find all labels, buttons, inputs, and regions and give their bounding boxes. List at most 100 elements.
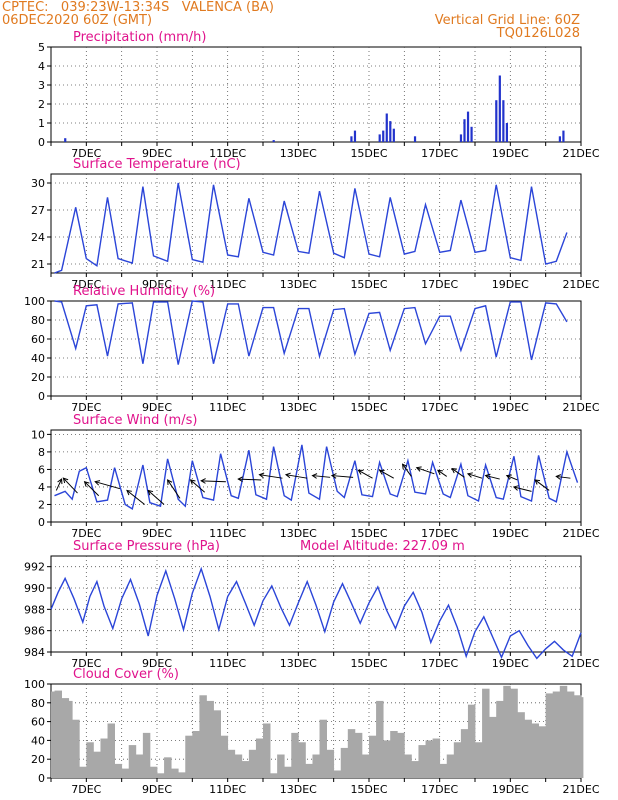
x-tick-label: 17DEC [421, 783, 458, 796]
y-tick-label: 80 [31, 697, 45, 710]
cloud-cover-bar [333, 770, 342, 778]
cloud-cover-bar [475, 742, 483, 778]
y-tick-label: 3 [38, 79, 45, 92]
wind-arrow-shaft [485, 475, 500, 480]
wind-arrow-shaft [55, 478, 63, 491]
y-tick-label: 40 [31, 352, 45, 365]
cloud-cover-bar [93, 751, 101, 778]
wind-arrow-head [189, 479, 196, 485]
y-tick-label: 40 [31, 734, 45, 747]
wind-arrow-head [451, 467, 458, 474]
cloud-cover-bar [581, 697, 584, 778]
cloud-cover-bar [54, 690, 62, 778]
x-tick-label: 9DEC [142, 147, 172, 160]
y-tick-label: 984 [24, 646, 45, 659]
cloud-cover-bar [142, 732, 151, 778]
x-tick-label: 19DEC [492, 147, 529, 160]
cloud-cover-bar [206, 700, 214, 778]
y-tick-label: 5 [38, 41, 45, 54]
cloud-cover-bar [128, 745, 137, 778]
panel-frame [50, 46, 582, 143]
precip-bar [353, 130, 357, 142]
wind-arrow-shaft [167, 479, 181, 499]
cloud-cover-bar [199, 695, 207, 778]
cloud-cover-bar [319, 719, 327, 778]
wind-arrow-head [401, 463, 408, 470]
precip-bar [502, 100, 505, 142]
wind-arrow-shaft [84, 481, 100, 497]
y-tick-label: 30 [31, 177, 45, 190]
wind-arrow-shaft [201, 480, 226, 483]
panel-3: Relative Humidity (%) 0 20 40 60 80 100 7DEC 9DE… [24, 284, 600, 414]
cloud-cover-bar [220, 735, 229, 778]
panel-title: Cloud Cover (%) [73, 667, 179, 682]
precip-bar [463, 119, 466, 142]
x-tick-label: 11DEC [209, 783, 246, 796]
cloud-cover-bar [482, 688, 490, 778]
panel-frame [50, 429, 582, 523]
cloud-cover-bar [361, 754, 370, 778]
x-tick-label: 9DEC [142, 783, 172, 796]
y-tick-label: 27 [31, 204, 45, 217]
cloud-cover-bar [149, 766, 158, 778]
wind-arrow-head [505, 474, 512, 480]
wind-arrow-shaft [147, 490, 165, 505]
panel-6: Cloud Cover (%) 0 20 40 60 80 100 7DEC 9DEC 11DEC… [24, 667, 600, 796]
cloud-cover-bar [227, 749, 236, 778]
y-tick-label: 20 [31, 371, 45, 384]
cloud-cover-bar [121, 768, 130, 778]
panel-1: Precipitation (mm/h) 0 1 2 3 4 5 7DEC 9DEC 11DEC 1… [38, 30, 600, 160]
cloud-cover-bar [369, 735, 377, 778]
cloud-cover-bar [213, 710, 221, 778]
y-tick-label: 21 [31, 258, 45, 271]
wind-arrow-head [437, 469, 443, 475]
cloud-cover-bar [263, 723, 271, 778]
cloud-cover-bar [517, 712, 525, 778]
cloud-cover-bar [397, 732, 405, 778]
cloud-cover-bar [255, 738, 264, 778]
x-tick-label: 13DEC [280, 527, 317, 540]
precip-bar [558, 136, 561, 142]
cloud-cover-bar [510, 688, 518, 778]
cloud-cover-bar [425, 740, 433, 778]
panel-frame [50, 300, 582, 397]
y-tick-label: 100 [24, 295, 45, 308]
panel-title: Surface Pressure (hPa) [73, 539, 220, 554]
header-init-time: 06DEC2020 60Z (GMT) [2, 13, 153, 28]
wind-arrow-shaft [259, 474, 283, 479]
x-tick-label: 9DEC [142, 527, 172, 540]
x-tick-label: 9DEC [142, 278, 172, 291]
wind-arrow-shaft [506, 475, 518, 481]
precip-bar [562, 130, 565, 142]
cloud-cover-bar [68, 700, 73, 778]
y-tick-label: 0 [38, 772, 45, 785]
cloud-cover-bar [383, 740, 391, 778]
wind-arrow-shaft [513, 486, 532, 492]
y-tick-label: 990 [24, 582, 45, 595]
y-tick-label: 6 [38, 463, 45, 476]
wind-arrow-shaft [63, 477, 78, 494]
cloud-cover-bar [453, 742, 462, 778]
x-tick-label: 9DEC [142, 401, 172, 414]
cloud-cover-bar [390, 731, 398, 778]
panel-4: Surface Wind (m/s) 0 2 4 6 8 10 7DEC 9DEC 11DEC 13… [31, 413, 600, 540]
x-tick-label: 21DEC [562, 657, 599, 670]
cloud-cover-bar [503, 685, 511, 778]
precip-bar [413, 136, 417, 142]
cloud-cover-bar [178, 772, 186, 778]
cloud-cover-bar [573, 695, 582, 778]
cloud-cover-bar [291, 732, 299, 778]
cloud-cover-bar [305, 763, 313, 778]
cloud-cover-bar [79, 766, 87, 778]
precip-bar [459, 134, 463, 142]
wind-arrow-head [534, 479, 541, 485]
wind-arrow-shaft [451, 468, 465, 478]
y-tick-label: 2 [38, 98, 45, 111]
cloud-cover-bar [100, 738, 108, 778]
panel-frame [50, 555, 582, 653]
x-tick-label: 13DEC [280, 657, 317, 670]
cloud-cover-bar [376, 700, 384, 778]
wind-arrow-shaft [126, 490, 145, 505]
cloud-cover-bar [185, 735, 193, 778]
series-line [54, 300, 568, 365]
